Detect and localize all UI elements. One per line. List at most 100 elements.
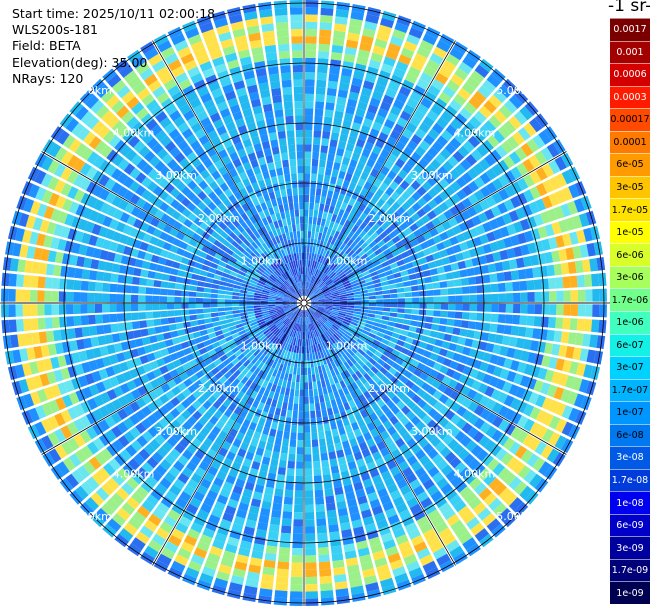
ppi-cell (379, 182, 389, 192)
ppi-cell (193, 104, 205, 116)
ppi-cell (197, 395, 207, 405)
ppi-cell (165, 390, 176, 400)
ppi-cell (94, 452, 107, 466)
ppi-cell (349, 467, 359, 477)
ppi-cell (330, 274, 338, 281)
ppi-cell (188, 169, 199, 180)
ppi-cell (436, 477, 449, 490)
ppi-cell (324, 309, 332, 314)
ppi-cell (293, 231, 297, 239)
ppi-cell (310, 410, 316, 419)
ppi-cell (328, 451, 337, 460)
ppi-cell (348, 182, 357, 191)
ppi-cell (186, 404, 197, 415)
ppi-cell (294, 330, 298, 339)
ppi-cell (399, 180, 410, 190)
ppi-cell (150, 124, 163, 137)
ppi-cell (555, 317, 564, 329)
ppi-cell (345, 290, 354, 294)
ppi-cell (460, 435, 472, 448)
ppi-cell (51, 317, 60, 329)
ppi-cell (311, 337, 315, 346)
ppi-cell (304, 151, 312, 159)
ppi-cell (386, 325, 395, 332)
ppi-cell (296, 274, 300, 283)
ppi-cell (335, 382, 342, 391)
ppi-cell (318, 43, 330, 52)
ppi-cell (416, 491, 429, 503)
ppi-cell (418, 309, 427, 316)
ppi-cell (275, 22, 289, 31)
ppi-cell (255, 68, 267, 77)
ppi-cell (407, 528, 421, 540)
ppi-cell (356, 138, 366, 148)
ppi-cell (414, 128, 427, 139)
ppi-cell (445, 368, 456, 378)
ppi-cell (422, 350, 432, 359)
ppi-cell (339, 306, 347, 310)
ppi-cell (271, 361, 278, 369)
ppi-cell (464, 259, 474, 268)
ppi-cell (308, 274, 312, 283)
ppi-cell (562, 276, 571, 289)
ppi-cell (293, 345, 297, 353)
ppi-cell (176, 203, 186, 214)
ppi-cell (593, 241, 603, 256)
ppi-cell (199, 270, 208, 277)
ppi-cell (304, 288, 307, 296)
ppi-cell (353, 428, 363, 438)
ppi-cell (223, 346, 232, 354)
ppi-cell (135, 61, 150, 75)
ppi-cell (387, 42, 401, 54)
ppi-cell (493, 482, 507, 496)
ppi-cell (486, 74, 501, 88)
ppi-cell (319, 326, 326, 334)
ppi-cell (254, 292, 262, 296)
ppi-cell (204, 357, 213, 366)
ppi-cell (92, 248, 102, 259)
ppi-cell (325, 197, 332, 206)
ppi-cell (352, 267, 361, 274)
ppi-cell (293, 275, 298, 283)
ppi-cell (245, 341, 254, 349)
ppi-cell (259, 335, 267, 342)
ppi-cell (203, 410, 213, 421)
ppi-cell (117, 274, 126, 284)
ppi-cell (172, 238, 182, 247)
ppi-cell (331, 428, 339, 437)
ppi-cell (374, 286, 383, 292)
ppi-cell (274, 260, 281, 268)
ppi-cell (123, 285, 132, 294)
ppi-cell (186, 394, 197, 404)
ppi-cell (492, 462, 506, 476)
ppi-cell (368, 209, 377, 219)
ppi-cell (298, 289, 302, 297)
ppi-cell (130, 348, 140, 358)
ppi-cell (381, 394, 391, 404)
ppi-cell (330, 325, 338, 332)
ppi-cell (237, 342, 246, 350)
ppi-cell (202, 67, 215, 79)
ppi-cell (402, 466, 414, 478)
ppi-cell (231, 357, 240, 366)
ppi-cell (371, 222, 381, 232)
ppi-cell (118, 528, 134, 542)
ppi-cell (385, 330, 394, 337)
ppi-cell (239, 303, 247, 307)
ppi-cell (143, 443, 156, 456)
colorbar-label: 1.7e-08 (610, 468, 650, 492)
ppi-cell (117, 421, 129, 434)
ppi-cell (337, 328, 345, 335)
ppi-cell (348, 571, 362, 581)
ppi-cell (436, 459, 449, 471)
ppi-cell (57, 382, 68, 395)
ppi-cell (116, 313, 125, 322)
ppi-cell (331, 310, 339, 314)
ppi-cell (146, 319, 155, 328)
ppi-cell (335, 397, 343, 406)
ppi-cell (288, 287, 295, 293)
ppi-cell (294, 504, 303, 513)
ppi-cell (67, 437, 80, 452)
ppi-cell (145, 303, 153, 311)
ppi-cell (279, 58, 291, 67)
